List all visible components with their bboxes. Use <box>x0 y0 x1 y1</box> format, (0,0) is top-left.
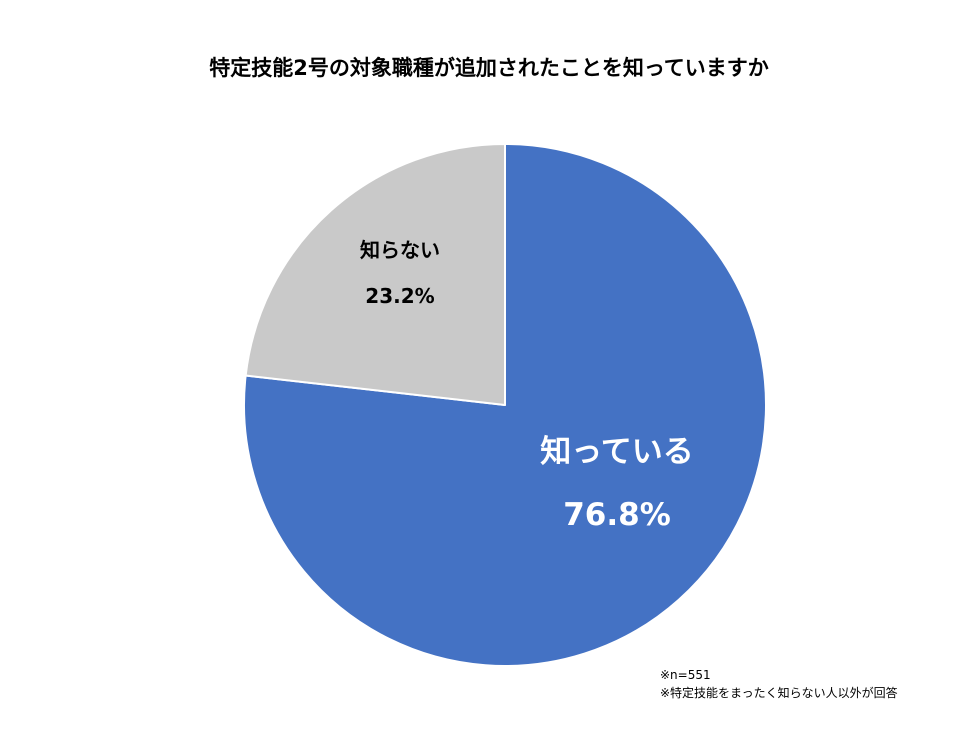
slice-value-label-2: 23.2% <box>365 284 434 308</box>
pie-slice-2 <box>244 143 506 406</box>
slice-value-label-1: 76.8% <box>563 497 671 533</box>
slice-label-1: 知っている <box>540 434 693 470</box>
slice-label-2: 知らない <box>360 238 440 262</box>
sample-size-note: ※n=551 <box>660 668 711 682</box>
pie-slice-1 <box>243 143 767 667</box>
respondent-scope-note: ※特定技能をまったく知らない人以外が回答 <box>660 686 898 700</box>
chart-title: 特定技能2号の対象職種が追加されたことを知っていますか <box>209 56 769 80</box>
